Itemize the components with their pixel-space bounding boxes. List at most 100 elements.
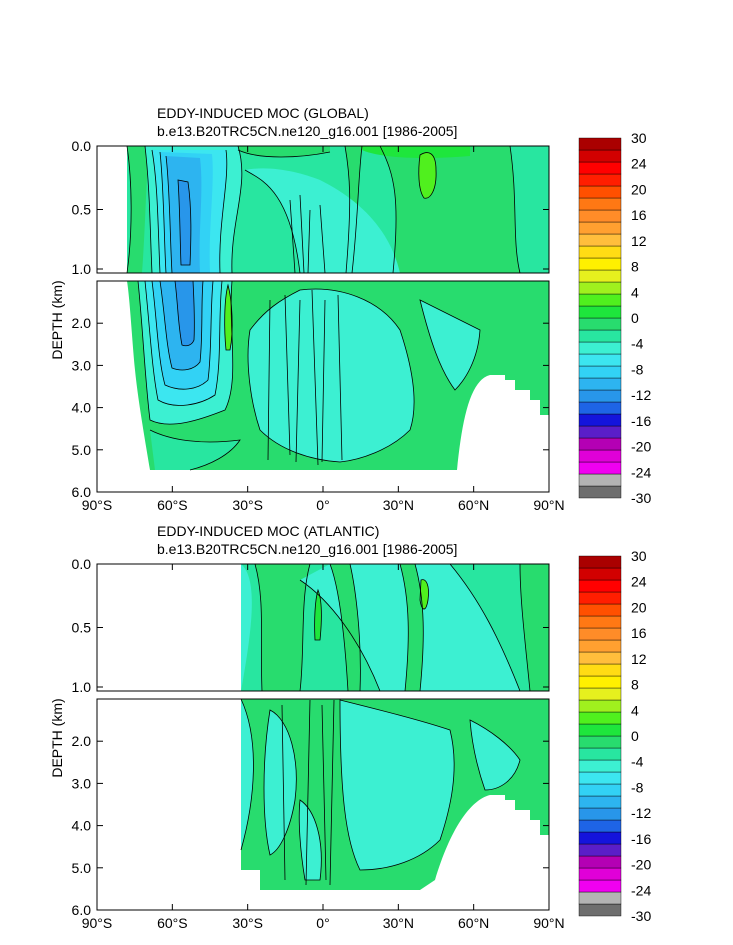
colorbar-box — [578, 365, 622, 379]
colorbar-box — [578, 317, 622, 331]
y-tick-label: 6.0 — [72, 902, 92, 918]
colorbar-label: -24 — [631, 882, 651, 898]
colorbar-box — [578, 639, 622, 653]
colorbar-box — [578, 461, 622, 475]
colorbar-box — [578, 687, 622, 701]
colorbar-box — [578, 771, 622, 785]
colorbar-box — [578, 843, 622, 857]
colorbar-label: 24 — [631, 156, 647, 172]
x-tick-label: 90°N — [533, 915, 564, 931]
colorbar-box — [578, 293, 622, 307]
panel-atlantic: EDDY-INDUCED MOC (ATLANTIC) b.e13.B20TRC… — [49, 523, 651, 931]
colorbar-label: 30 — [631, 548, 647, 564]
colorbar-label: -4 — [631, 754, 644, 770]
colorbar-box — [578, 437, 622, 451]
colorbar-box — [578, 137, 622, 151]
ticks-global: 90°S 60°S 30°S 0° 30°N 60°N 90°N 0.0 0.5 1.0 2.0 3.… — [72, 138, 565, 513]
colorbar-box — [578, 711, 622, 725]
colorbar-box — [578, 831, 622, 845]
x-tick-label: 30°N — [383, 497, 414, 513]
contour-field-atlantic-upper — [97, 564, 549, 691]
subtitle-atlantic: b.e13.B20TRC5CN.ne120_g16.001 [1986-2005… — [157, 541, 457, 557]
x-tick-label: 30°S — [232, 497, 263, 513]
colorbar-label: -20 — [631, 439, 651, 455]
colorbar-box — [578, 867, 622, 881]
contour-lines-atlantic-upper — [254, 563, 531, 692]
colorbar-box — [578, 795, 622, 809]
colorbar-box — [578, 567, 622, 581]
colorbar-box — [578, 485, 622, 499]
colorbar-box — [578, 579, 622, 593]
colorbar-label: 8 — [631, 259, 639, 275]
x-tick-label: 30°N — [383, 915, 414, 931]
x-tick-label: 60°N — [458, 497, 489, 513]
colorbar-box — [578, 257, 622, 271]
colorbar-box — [578, 329, 622, 343]
colorbar-box — [578, 663, 622, 677]
colorbar-box — [578, 819, 622, 833]
colorbar-label: -16 — [631, 831, 651, 847]
x-tick-label: 60°N — [458, 915, 489, 931]
colorbar-box — [578, 699, 622, 713]
y-tick-label: 0.0 — [72, 138, 92, 154]
colorbar-label: 24 — [631, 574, 647, 590]
contour-field-atlantic-lower — [97, 699, 549, 910]
colorbar-box — [578, 591, 622, 605]
colorbar-box — [578, 305, 622, 319]
colorbar-label: 0 — [631, 728, 639, 744]
colorbar-label: 12 — [631, 233, 647, 249]
colorbar-box — [578, 807, 622, 821]
colorbar-box — [578, 353, 622, 367]
y-tick-label: 3.0 — [72, 357, 92, 373]
colorbar-box — [578, 173, 622, 187]
colorbar-box — [578, 401, 622, 415]
colorbar-box — [578, 209, 622, 223]
y-tick-label: 6.0 — [72, 484, 92, 500]
y-tick-label: 1.0 — [72, 679, 92, 695]
colorbar-box — [578, 281, 622, 295]
colorbar-global: 30 24 20 16 12 8 4 0 -4 -8 -12 -16 -20 -24 -30 — [578, 130, 651, 506]
colorbar-label: -24 — [631, 464, 651, 480]
colorbar-label: 4 — [631, 702, 639, 718]
colorbar-box — [578, 615, 622, 629]
x-tick-label: 90°N — [533, 497, 564, 513]
colorbar-label: -30 — [631, 490, 651, 506]
y-tick-label: 1.0 — [72, 261, 92, 277]
colorbar-box — [578, 627, 622, 641]
colorbar-label: -8 — [631, 361, 644, 377]
y-tick-label: 4.0 — [72, 818, 92, 834]
colorbar-label: 20 — [631, 599, 647, 615]
colorbar-box — [578, 233, 622, 247]
x-tick-label: 60°S — [157, 497, 188, 513]
title-atlantic: EDDY-INDUCED MOC (ATLANTIC) — [157, 523, 379, 539]
colorbar-box — [578, 269, 622, 283]
colorbar-box — [578, 341, 622, 355]
panel-global: EDDY-INDUCED MOC (GLOBAL) b.e13.B20TRC5C… — [49, 105, 651, 513]
x-tick-label: 90°S — [82, 915, 113, 931]
ticks-atlantic: 90°S 60°S 30°S 0° 30°N 60°N 90°N 0.0 0.5 1.0 2.0 3.… — [72, 556, 565, 931]
colorbar-label: 8 — [631, 677, 639, 693]
x-tick-label: 30°S — [232, 915, 263, 931]
y-tick-label: 0.5 — [72, 620, 92, 636]
y-tick-label: 2.0 — [72, 315, 92, 331]
colorbar-box — [578, 759, 622, 773]
colorbar-label: -12 — [631, 387, 651, 403]
subtitle-global: b.e13.B20TRC5CN.ne120_g16.001 [1986-2005… — [157, 123, 457, 139]
contour-lines-atlantic-lower — [240, 698, 521, 886]
colorbar-label: -20 — [631, 857, 651, 873]
y-tick-label: 3.0 — [72, 775, 92, 791]
y-tick-label: 5.0 — [72, 860, 92, 876]
colorbar-label: -30 — [631, 908, 651, 924]
colorbar-label: -12 — [631, 805, 651, 821]
colorbar-label: 0 — [631, 310, 639, 326]
colorbar-box — [578, 879, 622, 893]
colorbar-box — [578, 221, 622, 235]
colorbar-box — [578, 903, 622, 917]
colorbar-box — [578, 161, 622, 175]
contour-lines-global-upper — [126, 145, 521, 274]
colorbar-label: 16 — [631, 625, 647, 641]
y-tick-label: 4.0 — [72, 400, 92, 416]
colorbar-label: 12 — [631, 651, 647, 667]
colorbar-label: 20 — [631, 181, 647, 197]
